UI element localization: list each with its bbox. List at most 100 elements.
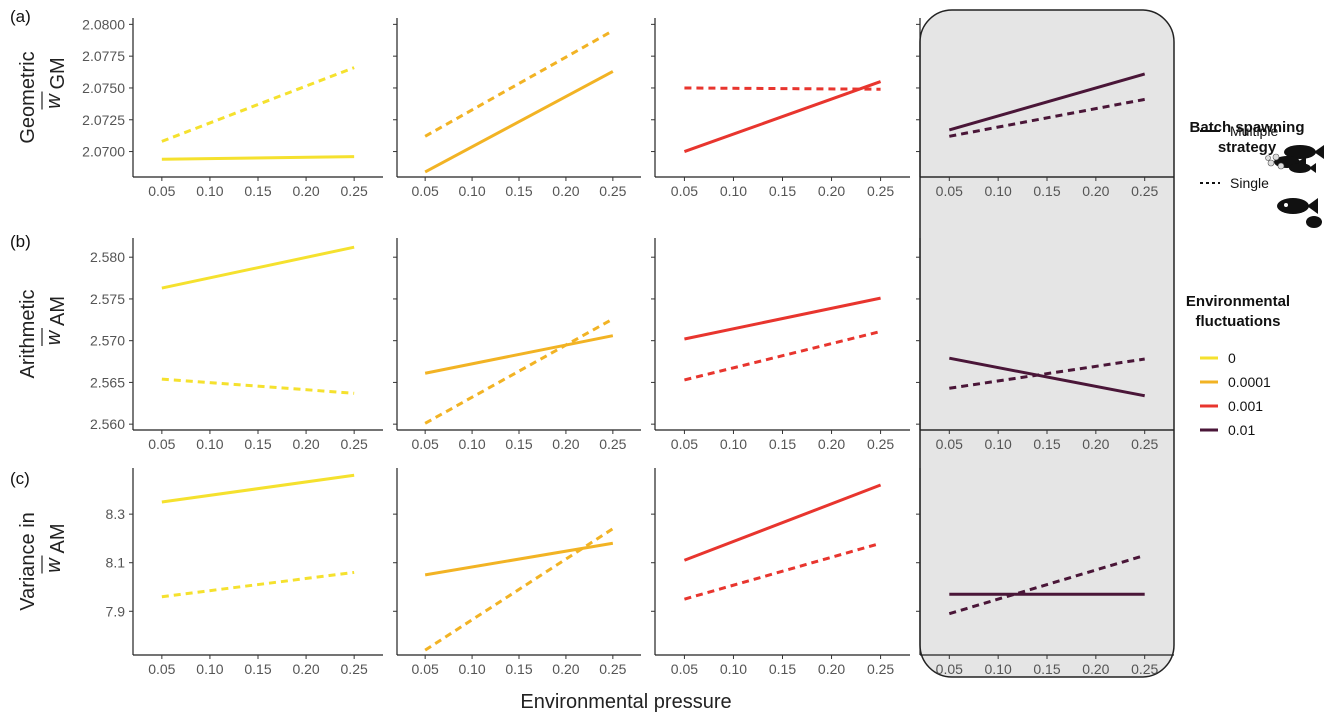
series-line-single-0.001 xyxy=(684,541,881,601)
row-label-1: Geometric w GM xyxy=(17,51,69,143)
x-tick-label: 0.10 xyxy=(196,436,223,452)
x-tick-label: 0.25 xyxy=(599,436,626,452)
y-tick-label: 8.1 xyxy=(106,555,126,571)
row-label-3: Variance in w AM xyxy=(17,512,69,611)
series-line-single-0.001 xyxy=(684,330,881,382)
row-label-text: Geometric xyxy=(17,51,39,143)
x-tick-label: 0.10 xyxy=(720,436,747,452)
panel-r2-c1: 0.05 0.10 0.15 0.20 0.25 2.560 2.565 2.570 2.575… xyxy=(90,238,383,452)
x-tick-label: 0.10 xyxy=(985,436,1012,452)
row-label-text: Arithmetic xyxy=(17,290,39,379)
fluct-legend-title: fluctuations xyxy=(1196,313,1281,330)
series-line-multiple-0.0001 xyxy=(424,334,614,375)
x-tick-label: 0.15 xyxy=(1033,183,1060,199)
y-tick-label: 7.9 xyxy=(106,603,126,619)
legend: Batch spawning strategy Multiple Single … xyxy=(1186,119,1324,438)
x-tick-label: 0.15 xyxy=(1033,661,1060,677)
y-tick-label: 2.560 xyxy=(90,416,125,432)
panel-r3-c4: 0.05 0.10 0.15 0.20 0.25 xyxy=(916,468,1174,677)
x-tick-label: 0.20 xyxy=(818,183,845,199)
highlight-panel-box xyxy=(919,9,1175,678)
series-line-single-0.01 xyxy=(949,357,1145,390)
x-tick-label: 0.10 xyxy=(458,183,485,199)
panel-label-a: (a) xyxy=(10,7,31,26)
series-line-multiple-0.001 xyxy=(683,483,882,562)
y-tick-label: 8.3 xyxy=(106,506,126,522)
fluct-legend-title: Environmental xyxy=(1186,293,1290,310)
legend-label-multiple: Multiple xyxy=(1230,123,1278,139)
series-line-multiple-0 xyxy=(161,245,355,290)
strategy-legend-title: strategy xyxy=(1218,139,1277,156)
x-tick-label: 0.15 xyxy=(769,183,796,199)
x-tick-label: 0.05 xyxy=(936,661,963,677)
row-label-subscript: AM xyxy=(47,524,69,554)
row-label-2: Arithmetic w AM xyxy=(17,290,69,379)
series-line-multiple-0.0001 xyxy=(424,541,614,577)
panel-r1-c4: 0.05 0.10 0.15 0.20 0.25 xyxy=(916,18,1174,199)
x-tick-label: 0.05 xyxy=(148,183,175,199)
panel-label-c: (c) xyxy=(10,469,30,488)
panel-r1-c1: 0.05 0.10 0.15 0.20 0.25 2.0700 2.0725 2.0750 2.… xyxy=(82,16,383,199)
x-tick-label: 0.25 xyxy=(599,183,626,199)
row-label-symbol: w xyxy=(43,93,65,109)
x-tick-label: 0.20 xyxy=(1082,436,1109,452)
x-tick-label: 0.10 xyxy=(985,661,1012,677)
single-fish-icon xyxy=(1277,198,1322,228)
x-tick-label: 0.20 xyxy=(552,661,579,677)
multiple-fish-icon xyxy=(1265,145,1324,173)
legend-label-fluct: 0 xyxy=(1228,350,1236,366)
x-tick-label: 0.05 xyxy=(412,661,439,677)
y-tick-label: 2.575 xyxy=(90,291,125,307)
x-tick-label: 0.15 xyxy=(244,661,271,677)
panel-r1-c2: 0.05 0.10 0.15 0.20 0.25 xyxy=(393,18,641,199)
x-tick-label: 0.05 xyxy=(671,436,698,452)
row-label-symbol: w xyxy=(43,557,65,573)
series-line-single-0.001 xyxy=(684,86,881,91)
series-line-single-0.01 xyxy=(948,553,1146,616)
y-tick-label: 2.0700 xyxy=(82,144,125,160)
x-tick-label: 0.20 xyxy=(292,661,319,677)
x-tick-label: 0.05 xyxy=(936,183,963,199)
x-tick-label: 0.15 xyxy=(769,661,796,677)
series-line-multiple-0.001 xyxy=(683,80,882,153)
x-tick-label: 0.25 xyxy=(341,436,368,452)
x-tick-label: 0.25 xyxy=(599,661,626,677)
panel-r2-c2: 0.05 0.10 0.15 0.20 0.25 xyxy=(393,238,641,452)
x-tick-label: 0.15 xyxy=(505,436,532,452)
x-tick-label: 0.15 xyxy=(769,436,796,452)
x-tick-label: 0.20 xyxy=(818,661,845,677)
y-tick-label: 2.580 xyxy=(90,249,125,265)
x-tick-label: 0.25 xyxy=(867,183,894,199)
x-tick-label: 0.05 xyxy=(671,183,698,199)
series-line-multiple-0 xyxy=(161,473,355,504)
y-tick-label: 2.0725 xyxy=(82,112,125,128)
x-tick-label: 0.25 xyxy=(341,183,368,199)
series-line-single-0 xyxy=(161,377,355,395)
x-tick-label: 0.15 xyxy=(1033,436,1060,452)
x-tick-label: 0.25 xyxy=(867,436,894,452)
x-tick-label: 0.15 xyxy=(505,661,532,677)
x-tick-label: 0.05 xyxy=(148,661,175,677)
row-label-symbol: w xyxy=(43,329,65,345)
x-tick-label: 0.05 xyxy=(671,661,698,677)
row-label-text: Variance in xyxy=(17,512,39,611)
panel-r3-c2: 0.05 0.10 0.15 0.20 0.25 xyxy=(393,468,641,677)
x-tick-label: 0.15 xyxy=(505,183,532,199)
legend-label-fluct: 0.01 xyxy=(1228,422,1255,438)
x-tick-label: 0.15 xyxy=(244,183,271,199)
x-tick-label: 0.05 xyxy=(936,436,963,452)
panel-r1-c3: 0.05 0.10 0.15 0.20 0.25 xyxy=(651,18,910,199)
fluct-legend-items: 0 0.0001 0.001 0.01 xyxy=(1200,350,1271,438)
y-tick-label: 2.0750 xyxy=(82,80,125,96)
x-tick-label: 0.25 xyxy=(1131,183,1158,199)
x-tick-label: 0.20 xyxy=(1082,661,1109,677)
x-tick-label: 0.20 xyxy=(292,436,319,452)
x-tick-label: 0.25 xyxy=(1131,661,1158,677)
y-tick-label: 2.565 xyxy=(90,374,125,390)
series-line-single-0.01 xyxy=(949,97,1145,138)
panel-r3-c1: 0.05 0.10 0.15 0.20 0.25 7.9 8.1 8.3 xyxy=(106,468,383,677)
series-line-multiple-0 xyxy=(161,155,355,161)
series-line-single-0 xyxy=(161,570,355,599)
x-tick-label: 0.10 xyxy=(985,183,1012,199)
